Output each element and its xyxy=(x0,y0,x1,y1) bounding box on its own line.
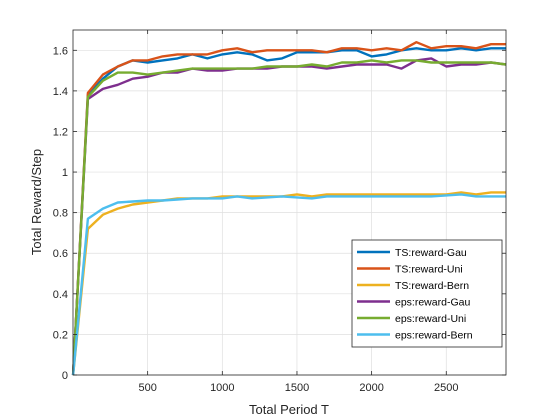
series-line-eps-reward-uni xyxy=(71,59,507,376)
series-line-ts-reward-bern xyxy=(71,191,506,376)
series-line-ts-reward-gau xyxy=(71,47,506,376)
tick-layer: 500 1000 1500 2000 2500 0 0.2 0.4 0.6 0.8 1 1.2 1.4 1… xyxy=(53,30,506,394)
legend-label: eps:reward-Uni xyxy=(395,313,466,325)
x-tick-label: 2500 xyxy=(434,382,458,394)
legend-label: eps:reward-Bern xyxy=(395,330,473,342)
x-axis-title: Total Period T xyxy=(249,402,329,417)
legend-label: TS:reward-Uni xyxy=(395,264,463,276)
y-tick-label: 1.6 xyxy=(53,45,68,57)
legend-box xyxy=(351,239,503,348)
y-tick-label: 1.4 xyxy=(53,86,68,98)
y-tick-label: 0.4 xyxy=(53,289,68,301)
legend-label: eps:reward-Gau xyxy=(395,297,470,309)
legend-label: TS:reward-Gau xyxy=(395,247,467,259)
y-tick-label: 0.6 xyxy=(53,248,68,260)
series-line-eps-reward-bern xyxy=(71,193,506,376)
series-line-ts-reward-uni xyxy=(71,41,506,376)
x-tick-label: 1000 xyxy=(210,382,234,394)
y-tick-label: 0.2 xyxy=(53,329,68,341)
legend: TS:reward-Gau TS:reward-Uni TS:reward-Bern… xyxy=(351,239,503,348)
series-layer xyxy=(71,41,507,376)
x-tick-label: 500 xyxy=(138,382,156,394)
y-tick-label: 0 xyxy=(62,370,68,382)
y-tick-label: 1 xyxy=(62,167,68,179)
legend-label: TS:reward-Bern xyxy=(395,280,469,292)
x-tick-label: 1500 xyxy=(285,382,309,394)
y-axis-title: Total Reward/Step xyxy=(29,149,44,255)
plot-frame xyxy=(72,29,507,376)
x-tick-label: 2000 xyxy=(359,382,383,394)
y-tick-label: 0.8 xyxy=(53,208,68,220)
y-tick-label: 1.2 xyxy=(53,126,68,138)
